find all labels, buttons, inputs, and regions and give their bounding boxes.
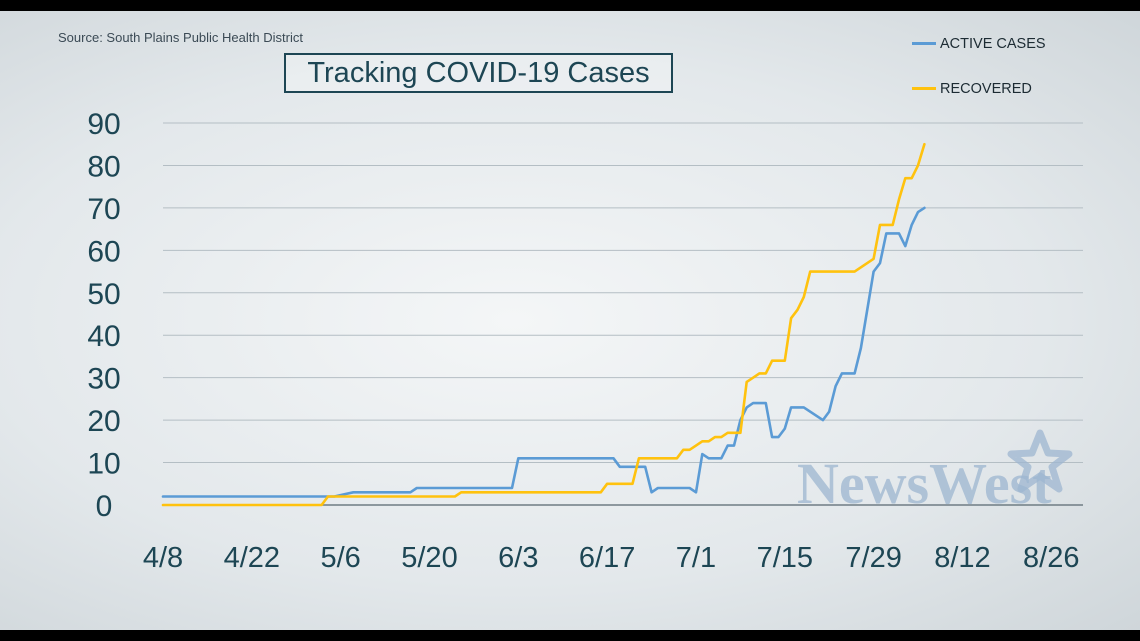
gridlines	[163, 122, 1083, 506]
legend-swatch-active	[912, 42, 936, 45]
x-tick-label: 5/20	[401, 542, 457, 574]
legend-label-active: ACTIVE CASES	[940, 36, 1046, 52]
y-tick-label: 60	[87, 235, 120, 268]
x-tick-label: 5/6	[320, 542, 360, 574]
y-tick-label: 80	[87, 150, 120, 183]
series-line-recovered	[161, 142, 926, 507]
x-tick-label: 4/22	[224, 542, 280, 574]
y-tick-label: 40	[87, 320, 120, 353]
source-note: Source: South Plains Public Health Distr…	[58, 30, 303, 45]
y-tick-label: 20	[87, 405, 120, 438]
x-tick-label: 8/12	[934, 542, 990, 574]
y-tick-label: 10	[87, 448, 120, 481]
y-tick-label: 30	[87, 363, 120, 396]
chart-title: Tracking COVID-19 Cases	[284, 53, 673, 93]
chart-frame: 0 10 20 30 40 50 60 70 80 90 4/8 4/22 5/6 5/20 6/3 6/1…	[0, 11, 1140, 630]
y-tick-label: 50	[87, 278, 120, 311]
legend-swatch-recovered	[912, 87, 936, 90]
x-tick-label: 7/29	[845, 542, 901, 574]
x-tick-label: 6/17	[579, 542, 635, 574]
y-axis-ticks: 0 10 20 30 40 50 60 70 80 90	[87, 108, 120, 523]
x-tick-label: 4/8	[143, 542, 183, 574]
x-axis-ticks: 4/8 4/22 5/6 5/20 6/3 6/17 7/1 7/15 7/29 8/12 8/26	[143, 542, 1080, 574]
watermark-text: NewsWest	[797, 451, 1052, 516]
line-chart: 0 10 20 30 40 50 60 70 80 90 4/8 4/22 5/6 5/20 6/3 6/1…	[87, 108, 1083, 574]
x-tick-label: 6/3	[498, 542, 538, 574]
y-tick-label: 90	[87, 108, 120, 141]
legend-label-recovered: RECOVERED	[940, 81, 1032, 97]
y-tick-label: 0	[96, 490, 113, 523]
y-tick-label: 70	[87, 193, 120, 226]
star-logo-icon	[1007, 429, 1073, 493]
x-tick-label: 7/1	[676, 542, 716, 574]
series-lines	[161, 142, 926, 507]
x-tick-label: 8/26	[1023, 542, 1079, 574]
series-line-active-cases	[161, 206, 926, 498]
x-tick-label: 7/15	[757, 542, 813, 574]
